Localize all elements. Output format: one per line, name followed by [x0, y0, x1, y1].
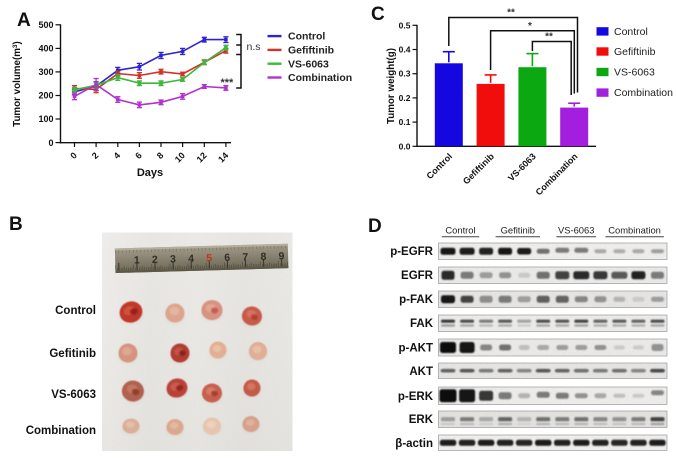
svg-text:Gefiftinib: Gefiftinib [614, 46, 656, 58]
svg-text:Tumor weight(g): Tumor weight(g) [386, 48, 397, 124]
svg-text:0.1: 0.1 [399, 117, 411, 127]
svg-text:Gefitinib: Gefitinib [49, 348, 96, 360]
svg-text:β-actin: β-actin [395, 438, 433, 450]
svg-text:Combination: Combination [26, 425, 96, 437]
svg-text:500: 500 [38, 20, 53, 30]
svg-text:Control: Control [55, 305, 96, 317]
svg-text:7: 7 [242, 251, 248, 263]
svg-text:8: 8 [260, 251, 266, 263]
svg-text:Tumor volume(m3): Tumor volume(m3) [12, 41, 23, 127]
svg-text:1: 1 [134, 254, 140, 266]
svg-text:0.2: 0.2 [399, 93, 411, 103]
svg-text:FAK: FAK [410, 318, 434, 330]
svg-text:0.5: 0.5 [399, 20, 411, 30]
svg-text:EGFR: EGFR [401, 270, 434, 282]
svg-text:Combination: Combination [614, 87, 673, 99]
svg-text:5: 5 [206, 252, 212, 264]
svg-text:n.s: n.s [247, 41, 261, 53]
svg-text:2: 2 [152, 254, 158, 266]
svg-text:*: * [528, 21, 532, 32]
svg-text:3: 3 [170, 253, 176, 265]
svg-text:Control: Control [614, 26, 648, 38]
svg-text:0.3: 0.3 [399, 69, 411, 79]
svg-text:Combination: Combination [288, 72, 352, 84]
svg-text:4: 4 [112, 150, 123, 161]
svg-text:100: 100 [38, 114, 53, 124]
svg-text:p-ERK: p-ERK [398, 391, 434, 403]
svg-text:0: 0 [48, 138, 53, 148]
svg-text:300: 300 [38, 67, 53, 77]
svg-text:400: 400 [38, 44, 53, 54]
svg-text:9: 9 [278, 250, 284, 262]
svg-text:0.4: 0.4 [399, 45, 411, 55]
svg-text:200: 200 [38, 91, 53, 101]
svg-text:AKT: AKT [409, 366, 433, 378]
svg-text:**: ** [545, 32, 553, 43]
svg-text:0.0: 0.0 [399, 141, 411, 151]
svg-text:C: C [371, 4, 385, 25]
svg-text:ERK: ERK [409, 414, 434, 426]
svg-text:Combination: Combination [608, 225, 661, 236]
svg-text:6: 6 [224, 252, 230, 264]
svg-text:0: 0 [68, 150, 79, 161]
svg-text:**: ** [507, 8, 515, 19]
svg-text:D: D [368, 216, 382, 237]
svg-text:VS-6063: VS-6063 [51, 389, 96, 401]
svg-text:Gefiftinib: Gefiftinib [288, 45, 334, 57]
svg-text:B: B [9, 214, 23, 235]
svg-text:Gefitinib: Gefitinib [501, 225, 535, 236]
svg-text:A: A [17, 10, 31, 31]
svg-text:2: 2 [90, 150, 101, 161]
svg-text:***: *** [221, 77, 235, 89]
svg-text:p-AKT: p-AKT [399, 343, 434, 355]
svg-text:VS-6063: VS-6063 [614, 67, 655, 79]
svg-text:4: 4 [188, 253, 194, 265]
svg-text:8: 8 [155, 150, 166, 161]
svg-text:VS-6063: VS-6063 [558, 225, 594, 236]
svg-text:Days: Days [137, 167, 163, 179]
svg-text:Control: Control [445, 225, 475, 236]
svg-text:p-FAK: p-FAK [399, 294, 434, 306]
svg-text:Control: Control [288, 31, 325, 43]
svg-text:p-EGFR: p-EGFR [390, 246, 433, 258]
svg-text:6: 6 [133, 150, 144, 161]
svg-text:VS-6063: VS-6063 [288, 58, 329, 70]
